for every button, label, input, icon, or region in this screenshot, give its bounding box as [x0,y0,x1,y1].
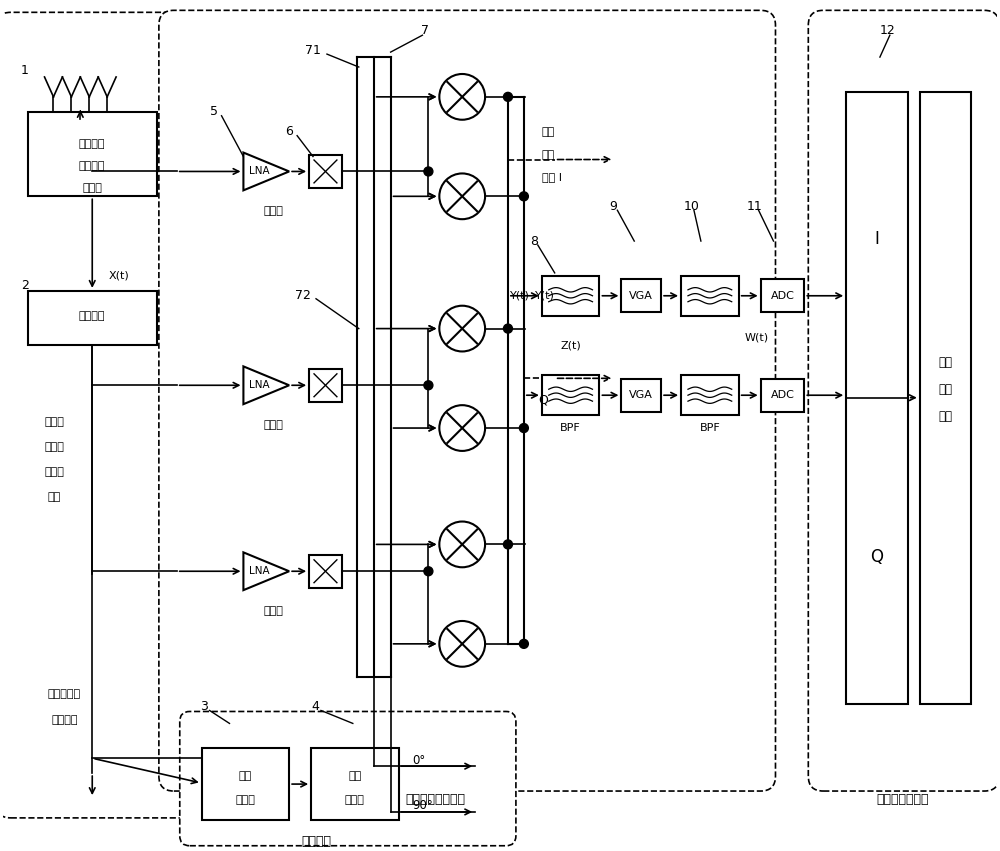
FancyBboxPatch shape [159,10,775,791]
Text: Q: Q [870,548,883,566]
Text: VGA: VGA [629,291,653,300]
Text: 带通采样下变频: 带通采样下变频 [877,793,929,807]
FancyBboxPatch shape [309,368,342,402]
Text: 列天线接: 列天线接 [79,162,105,172]
Text: ADC: ADC [771,291,794,300]
Text: 处理: 处理 [939,410,953,423]
Text: 相应本: 相应本 [45,417,64,427]
Text: 8: 8 [530,235,538,248]
Circle shape [424,567,433,576]
Text: 9: 9 [609,200,617,213]
Text: BPF: BPF [560,423,581,433]
Text: W(t): W(t) [745,333,769,343]
Text: 频率: 频率 [239,771,252,781]
FancyBboxPatch shape [920,92,971,704]
Text: 72: 72 [295,289,311,302]
Text: 耦合器: 耦合器 [345,795,365,805]
Circle shape [519,639,528,648]
Text: BPF: BPF [699,423,720,433]
Circle shape [503,324,512,333]
Text: 本振模块: 本振模块 [301,836,331,848]
Text: 4: 4 [311,700,319,713]
Text: Y(t): Y(t) [510,291,530,300]
Text: 固定: 固定 [542,127,555,137]
Text: ADC: ADC [771,391,794,400]
Circle shape [439,74,485,120]
Text: 电路三: 电路三 [263,606,283,616]
Circle shape [503,93,512,101]
Text: 控制模块: 控制模块 [79,311,105,321]
Text: 多频段射频: 多频段射频 [48,688,81,699]
Circle shape [519,191,528,201]
Text: Q: Q [538,394,548,407]
FancyBboxPatch shape [808,10,999,791]
Text: 镜像抑制谐波混频: 镜像抑制谐波混频 [405,793,465,807]
Text: 1: 1 [21,64,29,77]
FancyBboxPatch shape [28,291,157,346]
FancyBboxPatch shape [309,555,342,588]
FancyBboxPatch shape [309,155,342,188]
Text: 正交: 正交 [348,771,361,781]
Text: X(t): X(t) [109,271,130,281]
Text: I: I [874,230,879,248]
Text: VGA: VGA [629,391,653,400]
Text: 90°: 90° [412,799,433,813]
Circle shape [439,306,485,351]
Circle shape [424,380,433,390]
Text: Z(t): Z(t) [560,340,581,351]
FancyBboxPatch shape [681,375,739,415]
Text: 5: 5 [210,106,218,118]
Circle shape [439,174,485,220]
FancyBboxPatch shape [202,748,289,820]
Text: 自适应阵: 自适应阵 [79,139,105,149]
FancyBboxPatch shape [0,12,197,818]
Text: 合成器: 合成器 [235,795,255,805]
Polygon shape [243,152,289,191]
Text: LNA: LNA [249,380,270,391]
FancyBboxPatch shape [761,379,804,412]
Text: 收装置: 收装置 [82,183,102,193]
Circle shape [439,621,485,666]
Text: 信号: 信号 [939,383,953,397]
Text: 71: 71 [305,43,321,57]
Text: 12: 12 [880,24,896,37]
Text: 10: 10 [684,200,700,213]
Text: 的控制: 的控制 [45,467,64,477]
Text: LNA: LNA [249,566,270,576]
Text: 接收匹配: 接收匹配 [51,716,78,725]
Text: 2: 2 [21,279,29,293]
FancyBboxPatch shape [761,279,804,312]
FancyBboxPatch shape [681,276,739,316]
FancyBboxPatch shape [621,379,661,412]
FancyBboxPatch shape [180,711,516,846]
FancyBboxPatch shape [846,92,908,704]
Circle shape [519,424,528,432]
Text: 信号: 信号 [48,492,61,501]
FancyBboxPatch shape [542,276,599,316]
Polygon shape [243,552,289,590]
Text: 振合成: 振合成 [45,442,64,452]
Text: 3: 3 [200,700,208,713]
Text: 输出 I: 输出 I [542,173,562,182]
Text: 7: 7 [421,24,429,37]
Text: 0°: 0° [412,754,426,767]
Text: 6: 6 [285,125,293,138]
Text: Y(t): Y(t) [535,291,555,300]
Text: 电路二: 电路二 [263,420,283,430]
Text: 电路一: 电路一 [263,206,283,216]
Circle shape [424,167,433,176]
FancyBboxPatch shape [542,375,599,415]
Circle shape [439,405,485,451]
Circle shape [503,540,512,549]
FancyBboxPatch shape [621,279,661,312]
Text: 数字: 数字 [939,357,953,369]
FancyBboxPatch shape [28,111,157,197]
FancyBboxPatch shape [311,748,399,820]
Circle shape [439,522,485,568]
Text: LNA: LNA [249,167,270,176]
Polygon shape [243,367,289,404]
Text: 11: 11 [747,200,762,213]
Text: 中频: 中频 [542,150,555,159]
